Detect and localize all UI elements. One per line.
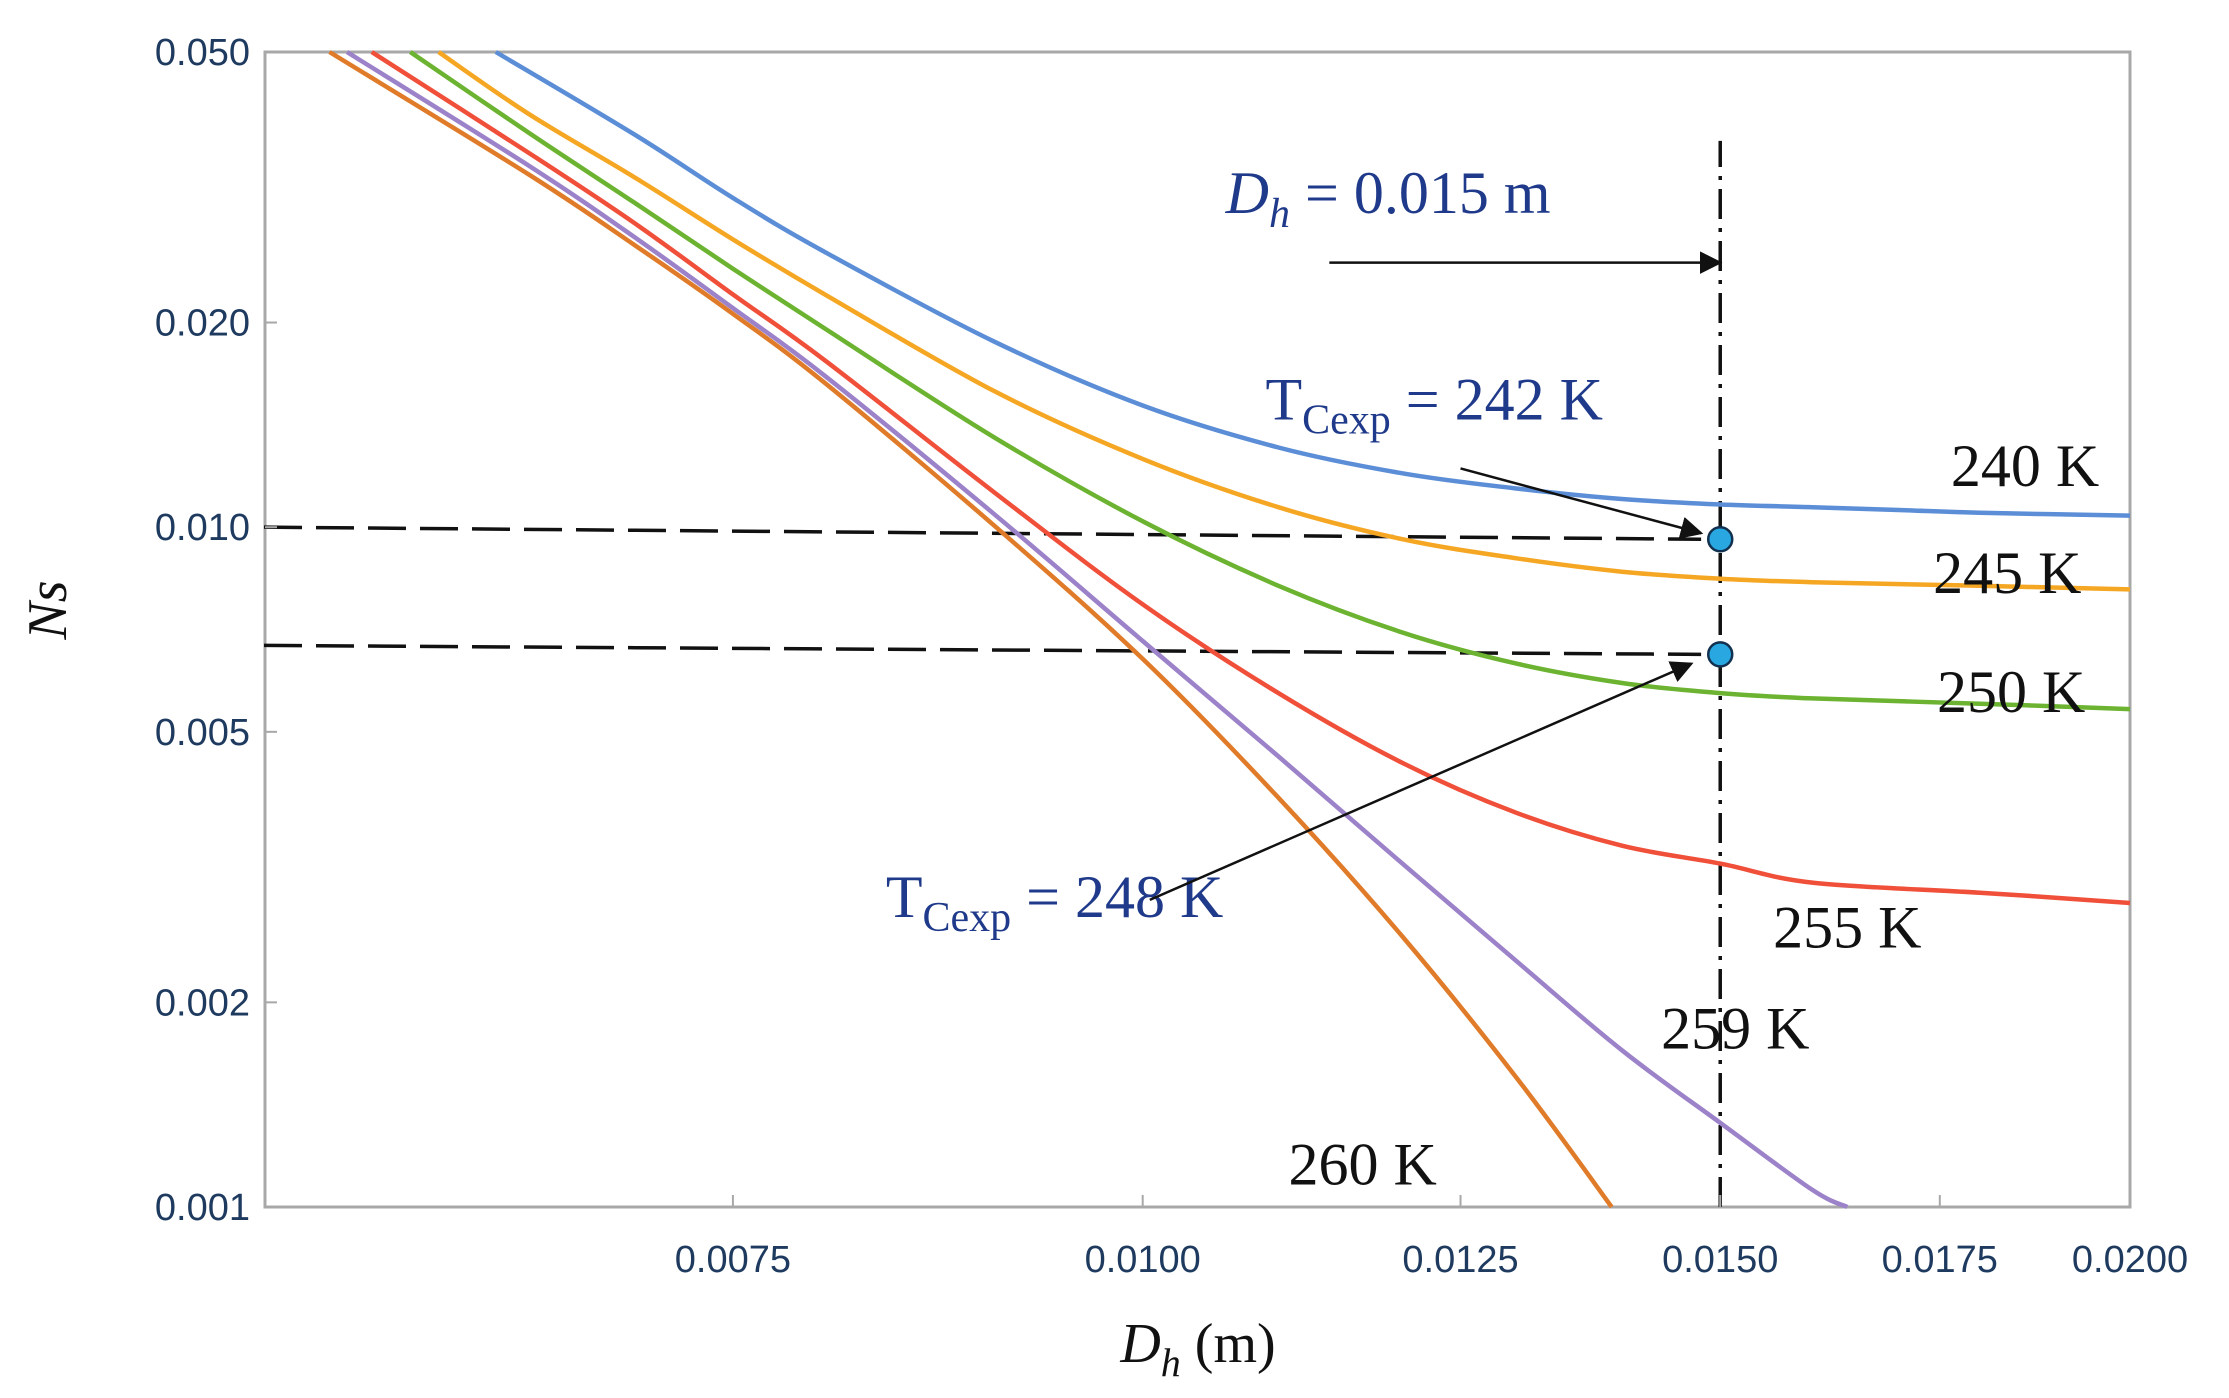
x-tick-label: 0.0200 [2072, 1239, 2188, 1281]
curve-labels: 240 K 245 K 250 K 255 K 259 K 260 K [1288, 433, 2099, 1197]
plot-frame [263, 50, 2132, 1209]
curve-label-250-k: 250 K [1937, 659, 2085, 725]
annotation-arrow-tc242 [1460, 467, 1704, 539]
curve-label-259-k: 259 K [1661, 996, 1809, 1062]
horizontal-reference-line-1 [263, 525, 1702, 541]
x-axis-ticks: 0.0075 0.0100 0.0125 0.0150 0.0175 0.0200 [675, 1195, 2188, 1281]
x-axis-title: Dh (m) [1119, 1313, 1275, 1385]
x-tick-label: 0.0100 [1085, 1239, 1201, 1281]
curve-label-245-k: 245 K [1933, 540, 2081, 606]
curve-label-240-k: 240 K [1951, 433, 2099, 499]
series-line-245-k [437, 50, 2131, 592]
series-line-240-k [494, 50, 2131, 518]
x-tick-label: 0.0075 [675, 1239, 791, 1281]
annotation-dh: Dh = 0.015 m [1225, 160, 1551, 237]
y-axis-title: Ns [17, 580, 79, 640]
marked-point-1 [1706, 525, 1734, 553]
curve-label-260-k: 260 K [1288, 1131, 1436, 1197]
marked-point-2 [1706, 641, 1734, 668]
series-line-250-k [409, 50, 2131, 712]
reference-lines [263, 140, 1722, 1207]
curve-label-255-k: 255 K [1773, 894, 1921, 960]
annotation-arrow-tc248 [1149, 661, 1694, 902]
y-tick-label: 0.020 [155, 303, 250, 345]
annotation-tc248: TCexp = 248 K [886, 864, 1223, 941]
y-tick-label: 0.010 [155, 507, 250, 549]
marked-points [1706, 525, 1734, 668]
x-tick-label: 0.0175 [1882, 1239, 1998, 1281]
x-tick-label: 0.0150 [1662, 1239, 1778, 1281]
series-line-260-k [328, 50, 1614, 1209]
annotation-tc242: TCexp = 242 K [1265, 367, 1602, 444]
y-tick-label: 0.001 [155, 1187, 250, 1229]
x-tick-label: 0.0125 [1402, 1239, 1518, 1281]
annotations: Dh = 0.015 m TCexp = 242 K TCexp = 248 K [886, 160, 1723, 941]
series-line-259-k [345, 50, 1849, 1210]
horizontal-reference-line-2 [263, 643, 1702, 657]
y-tick-label: 0.050 [155, 32, 250, 74]
y-tick-label: 0.005 [155, 712, 250, 754]
y-axis-ticks: 0.050 0.020 0.010 0.005 0.002 0.001 [155, 32, 277, 1229]
series-curves [328, 50, 2131, 1210]
y-tick-label: 0.002 [155, 982, 250, 1024]
series-line-255-k [370, 50, 2131, 906]
